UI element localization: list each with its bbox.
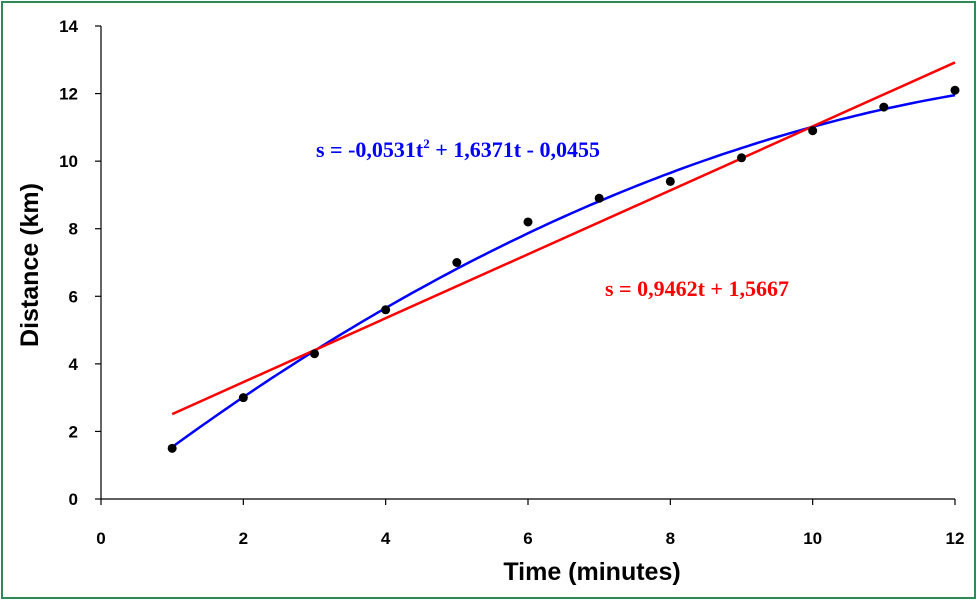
fit-curves: [171, 61, 956, 449]
x-tick-label: 10: [803, 529, 822, 548]
polynomial-equation-prefix: s = -0,0531t: [316, 137, 424, 162]
y-tick-label: 8: [69, 220, 78, 239]
y-tick-label: 6: [69, 287, 78, 306]
axes: [100, 26, 955, 500]
x-axis-title: Time (minutes): [503, 558, 680, 586]
data-point: [310, 349, 319, 359]
data-point: [808, 126, 818, 136]
data-point: [737, 153, 746, 163]
x-tick-label: 4: [381, 529, 391, 548]
data-point: [879, 102, 889, 112]
data-point: [167, 443, 177, 453]
polynomial-fit-line: [171, 93, 956, 449]
linear-equation: s = 0,9462t + 1,5667: [605, 276, 789, 301]
y-tick-label: 4: [69, 355, 79, 374]
x-tick-label: 8: [666, 529, 675, 548]
y-tick-label: 10: [59, 152, 78, 171]
y-tick-label: 12: [59, 85, 78, 104]
data-points: [167, 85, 960, 453]
x-tick-label: 6: [523, 529, 532, 548]
data-point: [594, 193, 604, 203]
polynomial-equation-suffix: + 1,6371t - 0,0455: [430, 137, 600, 162]
data-point: [452, 258, 462, 267]
data-point: [523, 217, 533, 227]
x-tick-label: 2: [239, 529, 248, 548]
x-tick-label: 0: [96, 529, 105, 548]
x-ticks: 0 2 4 6 8 10 12: [96, 499, 964, 548]
y-axis-title: Distance (km): [16, 183, 44, 347]
x-tick-label: 12: [946, 529, 965, 548]
linear-fit-line: [171, 61, 956, 416]
data-point: [238, 393, 248, 403]
y-tick-label: 0: [69, 490, 78, 509]
y-tick-label: 2: [69, 422, 78, 441]
data-point: [665, 176, 675, 186]
polynomial-equation: s = -0,0531t2 + 1,6371t - 0,0455: [316, 136, 600, 162]
y-ticks: 0 2 4 6 8 10 12 14: [59, 17, 101, 509]
polynomial-equation-exponent: 2: [423, 136, 430, 151]
data-point: [950, 85, 960, 95]
data-point: [381, 305, 391, 315]
y-tick-label: 14: [59, 17, 78, 36]
